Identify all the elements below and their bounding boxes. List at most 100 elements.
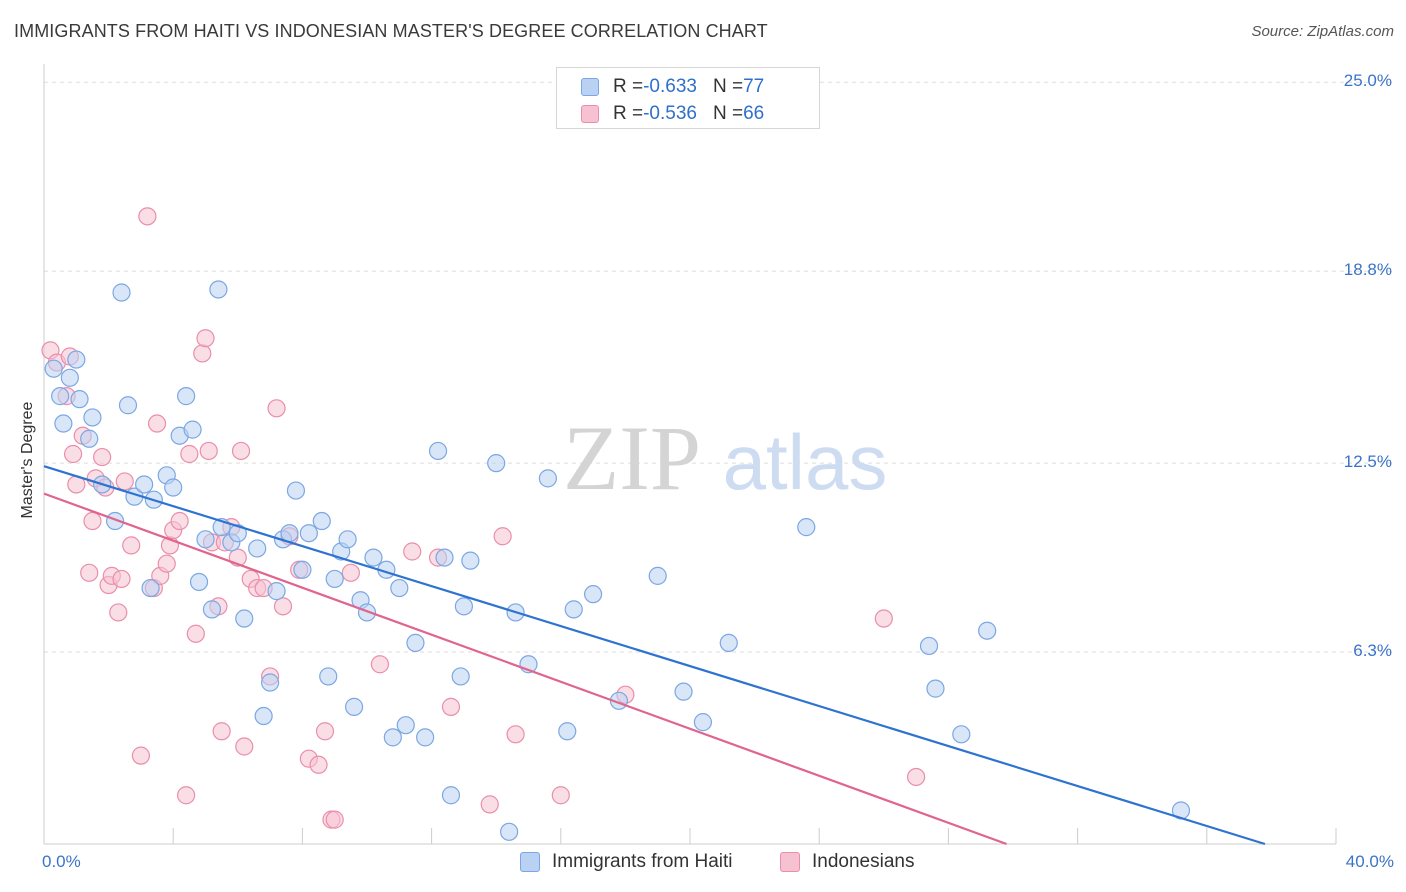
axes xyxy=(43,64,1337,845)
indonesians-point-53 xyxy=(325,810,344,829)
haiti-point-35 xyxy=(286,481,306,500)
haiti-point-63 xyxy=(538,469,557,488)
y-tick-label-0: 6.3% xyxy=(1353,641,1392,661)
haiti-point-27 xyxy=(228,524,247,543)
haiti-point-60 xyxy=(500,822,519,841)
source-credit: Source: ZipAtlas.com xyxy=(1251,23,1394,40)
indonesians-point-26 xyxy=(170,511,189,531)
legend-row-haiti: R = -0.633 N = 77 xyxy=(581,75,764,99)
haiti-point-19 xyxy=(177,387,196,406)
haiti-point-71 xyxy=(719,633,738,653)
haiti-point-24 xyxy=(209,280,228,299)
haiti-point-1 xyxy=(51,387,70,406)
indonesians-point-18 xyxy=(131,746,150,765)
indonesians-point-28 xyxy=(180,444,199,464)
haiti-point-28 xyxy=(235,609,254,628)
indonesians-point-46 xyxy=(273,597,293,616)
x-tick-label-max: 40.0% xyxy=(1345,852,1394,871)
haiti-point-43 xyxy=(344,697,364,716)
haiti-point-76 xyxy=(978,621,997,640)
haiti-point-32 xyxy=(267,582,286,601)
indonesians-legend-swatch xyxy=(780,852,800,872)
haiti-point-50 xyxy=(396,716,415,735)
indonesians-swatch xyxy=(581,105,599,123)
indonesians-point-55 xyxy=(370,655,390,674)
haiti-point-11 xyxy=(118,396,138,415)
haiti-point-56 xyxy=(451,667,470,686)
legend-label-indonesians: Indonesians xyxy=(812,851,915,872)
indonesians-point-27 xyxy=(177,786,196,805)
haiti-point-7 xyxy=(80,429,99,448)
indonesians-point-50 xyxy=(309,755,328,774)
haiti-point-64 xyxy=(558,722,577,741)
haiti-point-0 xyxy=(44,359,63,378)
indonesians-point-14 xyxy=(109,603,128,622)
watermark-zip: ZIP xyxy=(563,407,701,509)
haiti-point-75 xyxy=(952,725,971,744)
haiti-point-65 xyxy=(564,600,583,619)
haiti-point-31 xyxy=(261,673,280,692)
haiti-point-70 xyxy=(693,713,713,732)
indonesians-point-19 xyxy=(138,207,157,226)
haiti-point-21 xyxy=(189,572,209,592)
indonesians-point-35 xyxy=(212,722,231,741)
r-value-haiti: -0.633 xyxy=(643,76,697,97)
indonesians-point-31 xyxy=(196,329,215,348)
haiti-point-14 xyxy=(141,578,160,598)
haiti-point-51 xyxy=(406,633,425,653)
n-label: N = xyxy=(712,103,744,124)
haiti-point-22 xyxy=(196,530,215,549)
indonesians-point-7 xyxy=(80,563,99,582)
legend-label-haiti: Immigrants from Haiti xyxy=(552,851,733,872)
haiti-point-10 xyxy=(112,283,131,302)
haiti-legend-swatch xyxy=(520,852,540,872)
haiti-point-3 xyxy=(60,368,79,387)
haiti-point-46 xyxy=(364,548,383,567)
haiti-point-5 xyxy=(70,390,89,409)
haiti-point-40 xyxy=(325,569,344,589)
y-tick-label-1: 12.5% xyxy=(1343,452,1392,472)
watermark-atlas: atlas xyxy=(723,418,888,506)
indonesians-point-29 xyxy=(186,624,205,643)
haiti-point-37 xyxy=(299,524,318,543)
haiti-point-2 xyxy=(54,414,73,433)
haiti-point-23 xyxy=(202,600,222,619)
indonesians-trend-line xyxy=(43,492,1007,846)
indonesians-point-64 xyxy=(874,609,893,628)
haiti-point-53 xyxy=(428,441,448,461)
indonesians-point-54 xyxy=(341,563,360,582)
haiti-point-39 xyxy=(319,667,338,686)
indonesians-point-32 xyxy=(199,441,218,461)
haiti-point-59 xyxy=(487,454,506,473)
haiti-swatch xyxy=(581,78,599,96)
indonesians-point-17 xyxy=(122,536,141,555)
legend-row-indonesians: R = -0.536 N = 66 xyxy=(581,102,764,126)
haiti-point-20 xyxy=(183,420,202,439)
haiti-point-49 xyxy=(390,578,409,598)
indonesians-point-10 xyxy=(93,447,112,467)
indonesians-point-8 xyxy=(83,511,102,531)
legend-item-indonesians[interactable]: Indonesians xyxy=(780,851,914,873)
haiti-point-69 xyxy=(674,682,693,701)
haiti-trend-line xyxy=(43,465,1266,846)
n-label: N = xyxy=(712,76,744,97)
haiti-point-74 xyxy=(926,679,945,698)
r-value-indonesians: -0.536 xyxy=(643,103,697,124)
haiti-point-55 xyxy=(441,786,461,805)
haiti-point-66 xyxy=(583,585,603,604)
legend-item-haiti[interactable]: Immigrants from Haiti xyxy=(520,851,733,873)
indonesians-point-39 xyxy=(231,441,251,461)
haiti-point-48 xyxy=(383,728,402,747)
indonesians-point-51 xyxy=(315,722,335,741)
haiti-point-17 xyxy=(164,478,183,497)
haiti-point-13 xyxy=(135,475,154,494)
indonesians-point-16 xyxy=(115,472,134,491)
indonesians-point-30 xyxy=(193,344,212,363)
watermark: ZIP atlas xyxy=(563,407,887,509)
indonesians-point-15 xyxy=(112,569,131,589)
grid-lines xyxy=(44,81,1392,653)
haiti-point-72 xyxy=(797,518,816,537)
y-tick-label-2: 18.8% xyxy=(1343,260,1392,280)
haiti-point-54 xyxy=(435,548,454,567)
